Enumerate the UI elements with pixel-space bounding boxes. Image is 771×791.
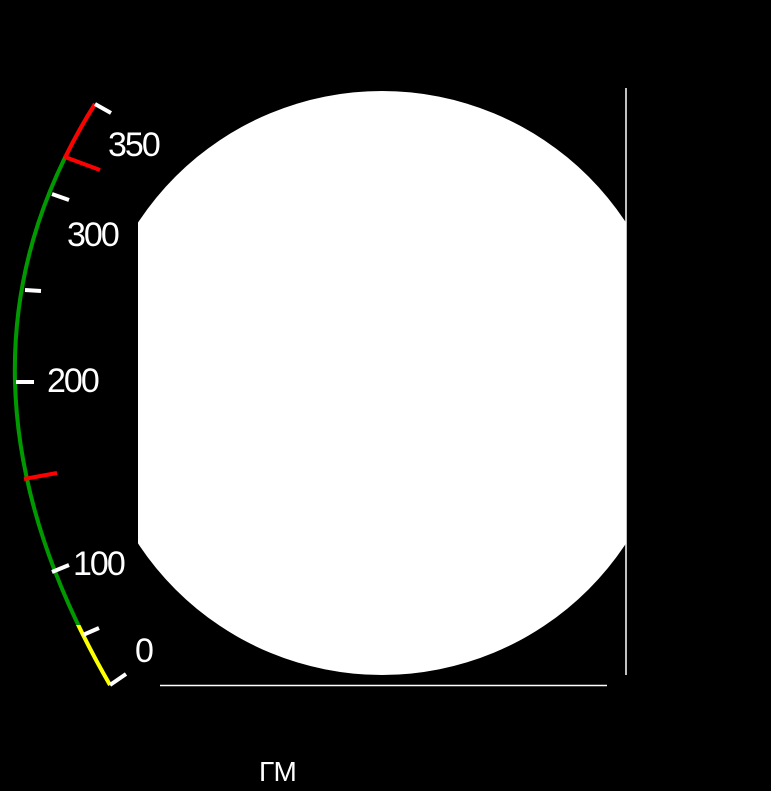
tick-limit-upper xyxy=(64,155,101,172)
display-disc xyxy=(138,91,626,675)
tick-100 xyxy=(51,563,70,574)
tick-250 xyxy=(24,288,42,293)
scale-label-350: 350 xyxy=(108,126,160,164)
tick-325 xyxy=(51,192,70,202)
tick-top xyxy=(94,102,112,115)
scale-label-0: 0 xyxy=(135,632,153,670)
scale-label-100: 100 xyxy=(73,545,125,583)
scale-label-300: 300 xyxy=(67,216,119,254)
scale-label-200: 200 xyxy=(47,362,99,400)
tick-limit-lower xyxy=(23,471,58,481)
scale-arc-normal xyxy=(12,102,112,687)
tick-50 xyxy=(82,626,100,637)
tick-0 xyxy=(108,672,128,687)
caption: ГМ xyxy=(259,756,297,787)
